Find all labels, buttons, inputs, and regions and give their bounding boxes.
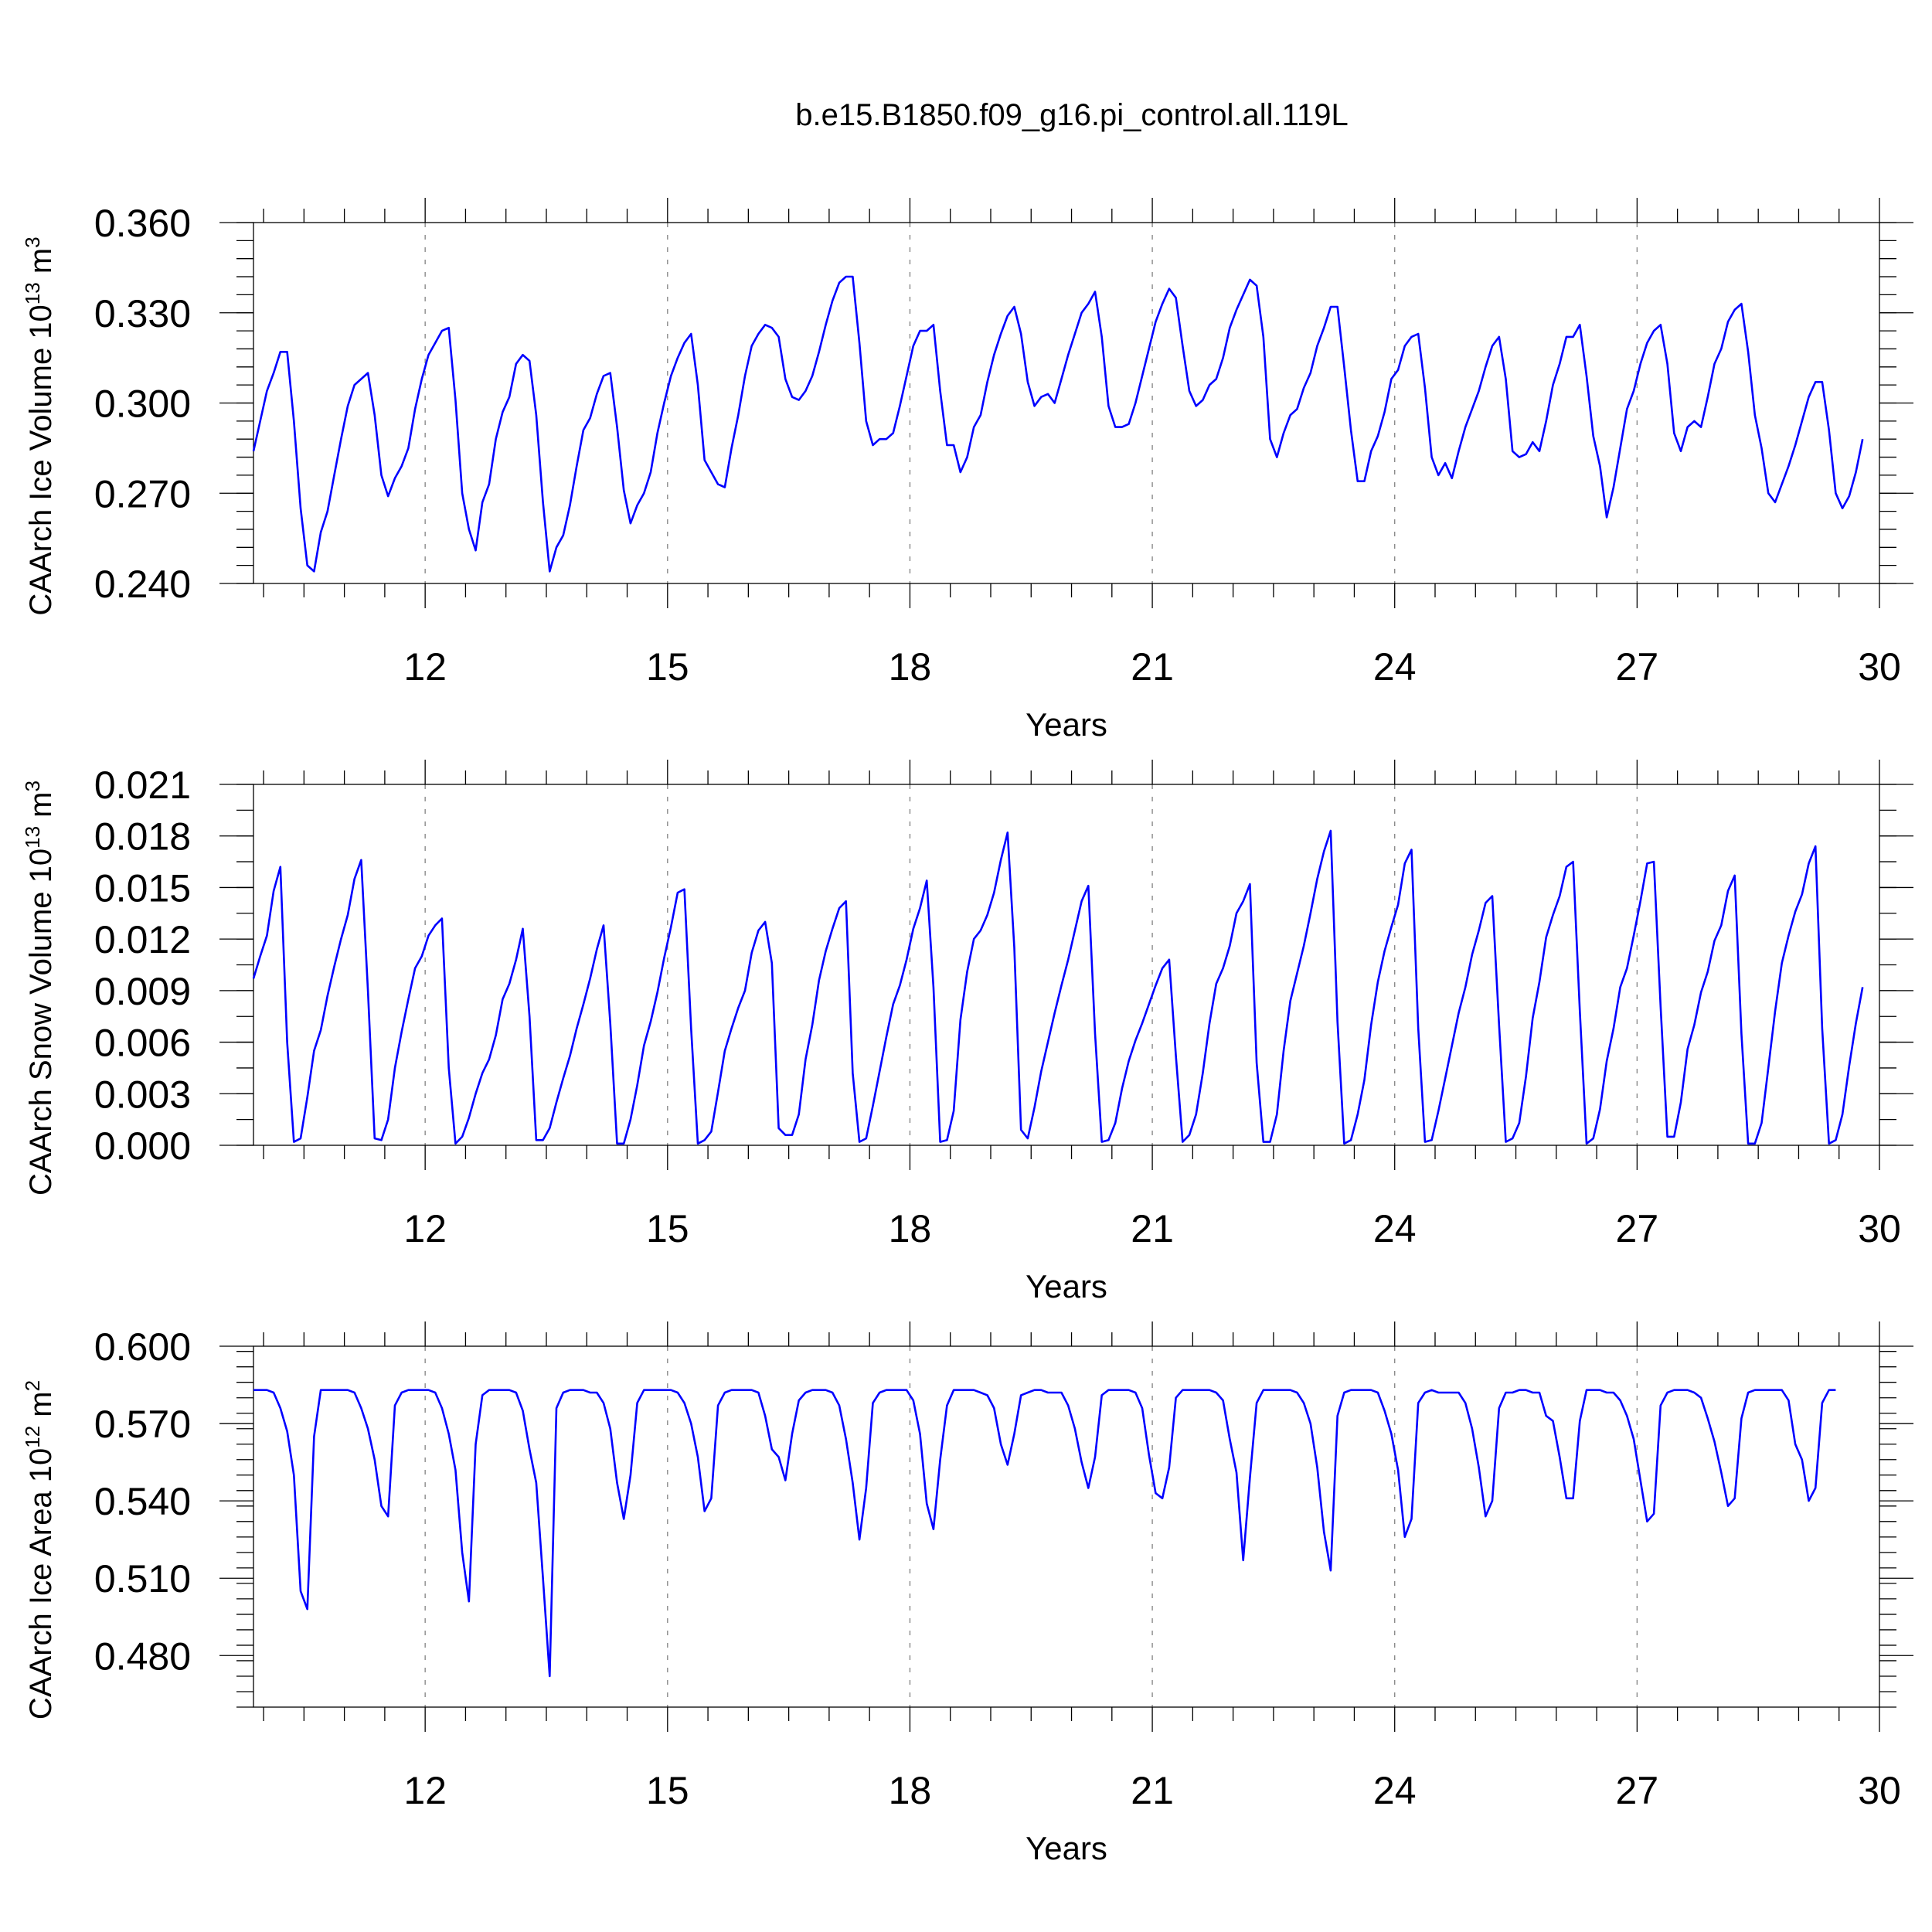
y-tick-label: 0.480 (94, 1634, 191, 1678)
x-tick-labels: 12 15 18 21 24 27 30 (403, 645, 1900, 689)
x-tick-label: 27 (1616, 1207, 1659, 1250)
y-axis-label-text: CAArch Snow Volume 10 (24, 849, 58, 1196)
y-axis-label: CAArch Snow Volume 1013 m3 (21, 781, 58, 1196)
y-tick-label: 0.009 (94, 970, 191, 1013)
x-tick-labels: 12 15 18 21 24 27 30 (403, 1207, 1900, 1250)
x-tick-label: 18 (889, 645, 932, 689)
x-tick-label: 27 (1616, 645, 1659, 689)
y-tick-label: 0.012 (94, 918, 191, 961)
y-tick-label: 0.015 (94, 866, 191, 910)
y-axis-label-exponent: 13 (21, 282, 44, 304)
y-tick-label: 0.018 (94, 815, 191, 859)
y-tick-labels: 0.000 0.003 0.006 0.009 0.012 0.015 0.018 0.021 (94, 764, 191, 1168)
plot-frame (253, 1345, 1880, 1708)
minor-ticks (236, 1332, 1896, 1721)
y-axis-label-unit: m (24, 1391, 58, 1425)
plot-frame (253, 784, 1880, 1146)
major-ticks (219, 760, 1913, 1170)
grid-lines (424, 784, 1638, 1145)
panel-ice-area: 0.480 0.510 0.540 0.570 0.600 12 15 18 21 24 27 30… (21, 1321, 1913, 1866)
chart-title: b.e15.B1850.f09_g16.pi_control.all.119L (795, 98, 1348, 132)
x-axis-label: Years (1026, 1830, 1107, 1866)
y-tick-labels: 0.480 0.510 0.540 0.570 0.600 (94, 1325, 191, 1678)
series-line (252, 829, 1864, 1145)
y-tick-label: 0.270 (94, 472, 191, 515)
y-tick-labels: 0.240 0.270 0.300 0.330 0.360 (94, 202, 191, 606)
x-tick-label: 27 (1616, 1769, 1659, 1812)
x-tick-label: 21 (1131, 1769, 1174, 1812)
y-axis-label-unit-exponent: 3 (21, 236, 44, 247)
minor-ticks (236, 209, 1896, 597)
x-axis-label: Years (1026, 706, 1107, 743)
x-tick-label: 21 (1131, 1207, 1174, 1250)
y-tick-label: 0.240 (94, 563, 191, 606)
y-tick-label: 0.300 (94, 383, 191, 426)
grid-lines (424, 223, 1638, 583)
y-tick-label: 0.360 (94, 202, 191, 245)
y-tick-label: 0.540 (94, 1480, 191, 1523)
y-axis-label-unit-exponent: 3 (21, 781, 44, 791)
x-tick-label: 30 (1858, 645, 1901, 689)
x-tick-label: 18 (889, 1769, 932, 1812)
y-axis-label-unit: m (24, 791, 58, 825)
y-tick-label: 0.330 (94, 292, 191, 335)
x-tick-label: 12 (403, 645, 447, 689)
y-tick-label: 0.600 (94, 1325, 191, 1369)
plot-frame (253, 222, 1880, 584)
x-tick-label: 30 (1858, 1769, 1901, 1812)
x-tick-label: 24 (1373, 645, 1417, 689)
x-tick-label: 21 (1131, 645, 1174, 689)
y-tick-label: 0.570 (94, 1403, 191, 1446)
x-tick-label: 15 (646, 645, 689, 689)
x-tick-label: 18 (889, 1207, 932, 1250)
panel-snow-volume: 0.000 0.003 0.006 0.009 0.012 0.015 0.018 0.021… (21, 760, 1913, 1304)
y-tick-label: 0.510 (94, 1557, 191, 1600)
x-axis-label: Years (1026, 1268, 1107, 1304)
series-line (252, 275, 1864, 573)
x-tick-label: 15 (646, 1769, 689, 1812)
series-line (253, 1389, 1836, 1678)
y-axis-label-text: CAArch Ice Volume 10 (24, 304, 58, 615)
y-axis-label-text: CAArch Ice Area 10 (24, 1448, 58, 1719)
y-axis-label: CAArch Ice Area 1012 m2 (21, 1380, 58, 1719)
major-ticks (219, 198, 1913, 608)
y-tick-label: 0.000 (94, 1124, 191, 1168)
x-tick-label: 15 (646, 1207, 689, 1250)
y-axis-label-exponent: 12 (21, 1426, 44, 1448)
x-tick-label: 24 (1373, 1207, 1417, 1250)
y-tick-label: 0.006 (94, 1022, 191, 1065)
major-ticks (219, 1321, 1913, 1732)
x-tick-label: 24 (1373, 1769, 1417, 1812)
x-tick-label: 12 (403, 1207, 447, 1250)
y-axis-label: CAArch Ice Volume 1013 m3 (21, 236, 58, 615)
y-tick-label: 0.021 (94, 764, 191, 807)
grid-lines (424, 1346, 1638, 1707)
y-axis-label-unit: m (24, 248, 58, 282)
y-axis-label-unit-exponent: 2 (21, 1380, 44, 1391)
x-tick-label: 12 (403, 1769, 447, 1812)
y-tick-label: 0.003 (94, 1073, 191, 1116)
x-tick-label: 30 (1858, 1207, 1901, 1250)
x-tick-labels: 12 15 18 21 24 27 30 (403, 1769, 1900, 1812)
y-axis-label-exponent: 13 (21, 826, 44, 849)
